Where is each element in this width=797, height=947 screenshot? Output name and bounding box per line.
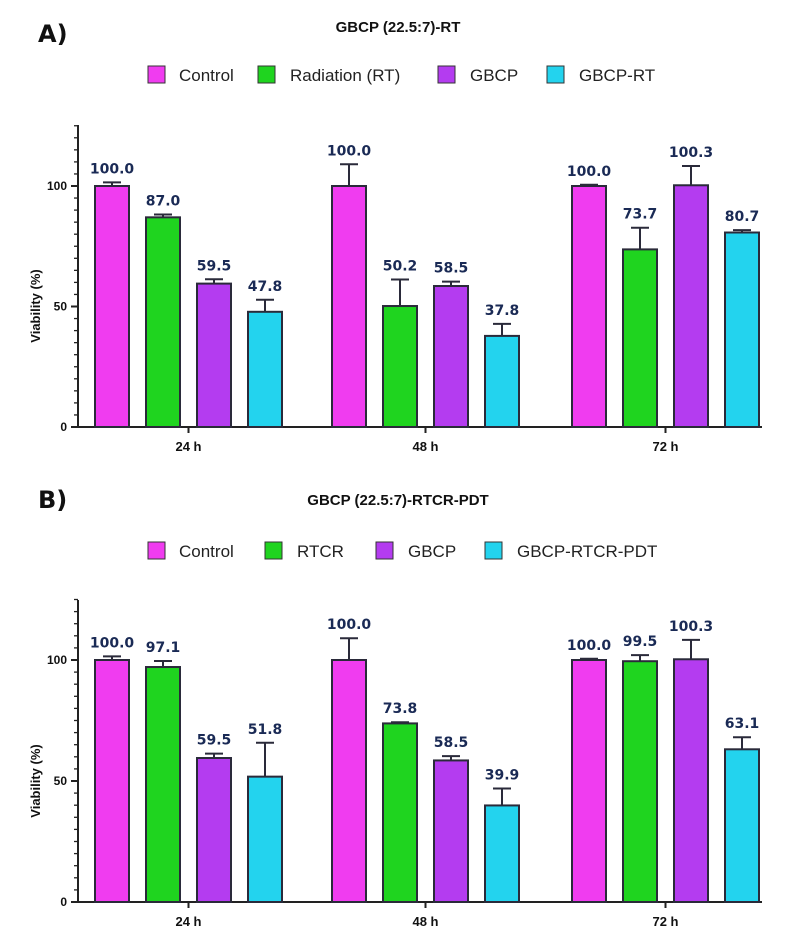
bars: 100.0 87.0 59.5 47.8 100.0 50.2 58.5 37.8 100.0 7… <box>90 143 760 429</box>
data-label: 80.7 <box>725 209 760 225</box>
data-label: 100.3 <box>669 145 713 161</box>
bar-rtcr-24h <box>145 666 181 903</box>
axes: 0 50 100 Viability (%) 24 h 48 h 72 h <box>28 598 762 929</box>
data-label: 87.0 <box>146 193 181 209</box>
bar-gbcp-48h <box>433 759 469 903</box>
data-label: 58.5 <box>434 261 469 277</box>
legend: Control RTCR GBCP GBCP-RTCR-PDT <box>147 541 657 561</box>
legend-label-4: GBCP-RT <box>579 66 655 85</box>
bar-rtcr-72h <box>622 660 658 904</box>
bar-gbcp-rt-72h <box>724 231 760 428</box>
x-category-label: 72 h <box>652 914 678 929</box>
panel-label: A) <box>38 20 68 48</box>
legend: Control Radiation (RT) GBCP GBCP-RT <box>147 65 655 85</box>
data-label: 37.8 <box>485 303 520 319</box>
bar-gbcp-24h <box>196 757 232 904</box>
legend-swatch-2 <box>257 65 276 84</box>
legend-label-1: Control <box>179 542 234 561</box>
bar-gbcp-rtcr-pdt-24h <box>247 775 283 903</box>
bar-gbcp-72h <box>673 658 709 903</box>
legend-label-2: Radiation (RT) <box>290 66 400 85</box>
axes: 0 50 100 Viability (%) 24 h 48 h 72 h <box>28 125 762 454</box>
bar-gbcp-48h <box>433 285 469 429</box>
bar-gbcp-72h <box>673 184 709 428</box>
bar-control-48h <box>331 659 367 903</box>
data-label: 100.0 <box>567 164 612 180</box>
x-category-label: 48 h <box>412 439 438 454</box>
bar-control-72h <box>571 185 607 428</box>
data-label: 51.8 <box>248 722 283 738</box>
chart-title: GBCP (22.5:7)-RTCR-PDT <box>307 492 488 509</box>
bar-control-24h <box>94 659 130 903</box>
y-tick-label: 50 <box>54 300 68 314</box>
y-tick-label: 100 <box>47 179 67 193</box>
data-label: 59.5 <box>197 258 232 274</box>
bar-control-48h <box>331 185 367 428</box>
panel-label: B) <box>38 486 67 514</box>
data-label: 58.5 <box>434 735 469 751</box>
bar-gbcp-rt-48h <box>484 334 520 429</box>
legend-swatch-3 <box>375 541 394 560</box>
y-tick-label: 50 <box>54 774 68 788</box>
bar-gbcp-rtcr-pdt-48h <box>484 804 520 904</box>
data-label: 100.0 <box>90 161 135 177</box>
bar-control-24h <box>94 185 130 428</box>
data-label: 97.1 <box>146 640 181 656</box>
x-category-label: 48 h <box>412 914 438 929</box>
bar-gbcp-rt-24h <box>247 310 283 428</box>
data-label: 59.5 <box>197 733 232 749</box>
legend-swatch-1 <box>147 65 166 84</box>
bar-control-72h <box>571 659 607 903</box>
x-category-label: 72 h <box>652 439 678 454</box>
data-label: 50.2 <box>383 259 418 275</box>
data-label: 39.9 <box>485 768 520 784</box>
chart-panel-b: B) GBCP (22.5:7)-RTCR-PDT Control RTCR GBCP G… <box>28 486 762 929</box>
data-label: 73.8 <box>383 701 418 717</box>
bar-gbcp-24h <box>196 282 232 429</box>
y-axis-label: Viability (%) <box>28 744 43 817</box>
legend-swatch-2 <box>264 541 283 560</box>
data-label: 99.5 <box>623 634 658 650</box>
data-label: 73.7 <box>623 207 658 223</box>
data-label: 47.8 <box>248 279 283 295</box>
legend-label-3: GBCP <box>408 542 456 561</box>
data-label: 100.0 <box>327 143 372 159</box>
chart-panel-a: A) GBCP (22.5:7)-RT Control Radiation (RT) G… <box>28 19 762 454</box>
bar-rtcr-48h <box>382 722 418 903</box>
legend-swatch-4 <box>484 541 503 560</box>
y-tick-label: 100 <box>47 653 67 667</box>
data-label: 100.3 <box>669 619 713 635</box>
data-label: 63.1 <box>725 716 760 732</box>
bar-radiation-rt-48h <box>382 305 418 429</box>
data-label: 100.0 <box>567 638 612 654</box>
data-label: 100.0 <box>90 635 135 651</box>
legend-swatch-3 <box>437 65 456 84</box>
legend-label-3: GBCP <box>470 66 518 85</box>
legend-label-1: Control <box>179 66 234 85</box>
legend-label-4: GBCP-RTCR-PDT <box>517 542 657 561</box>
bar-radiation-rt-24h <box>145 216 181 428</box>
y-tick-label: 0 <box>60 895 67 909</box>
y-tick-label: 0 <box>60 420 67 434</box>
legend-swatch-4 <box>546 65 565 84</box>
bar-gbcp-rtcr-pdt-72h <box>724 748 760 903</box>
x-category-label: 24 h <box>175 914 201 929</box>
bars: 100.0 97.1 59.5 51.8 100.0 73.8 58.5 39.9 100.0 9… <box>90 617 760 904</box>
bar-radiation-rt-72h <box>622 248 658 428</box>
y-axis-label: Viability (%) <box>28 269 43 342</box>
chart-title: GBCP (22.5:7)-RT <box>336 19 461 36</box>
x-category-label: 24 h <box>175 439 201 454</box>
data-label: 100.0 <box>327 617 372 633</box>
legend-swatch-1 <box>147 541 166 560</box>
legend-label-2: RTCR <box>297 542 344 561</box>
